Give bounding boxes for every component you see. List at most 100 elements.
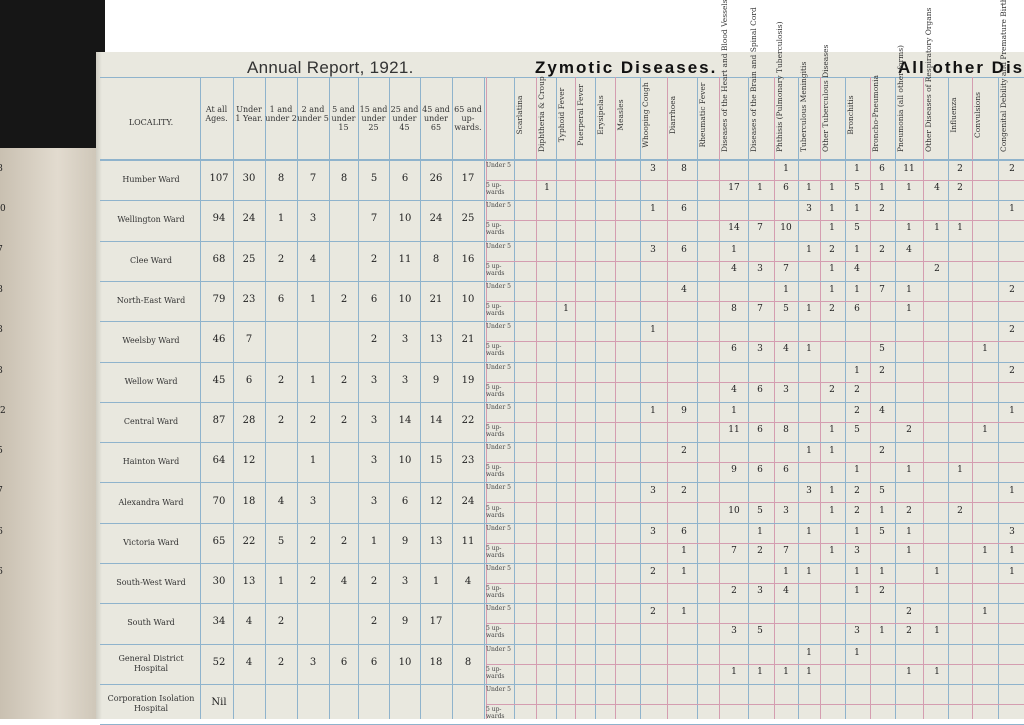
disease-count: 1 <box>906 465 912 476</box>
disease-count: 1 <box>829 505 835 516</box>
disease-count: 1 <box>906 545 912 556</box>
five-upwards-label: 5 up-wards <box>486 343 505 358</box>
disease-count: 1 <box>906 304 912 315</box>
zymotic-heading: Zymotic Diseases. <box>535 58 718 77</box>
five-upwards-label: 5 up-wards <box>486 182 505 197</box>
disease-count: 6 <box>0 567 3 577</box>
age-count: 23 <box>461 455 475 467</box>
locality-label: Humber Ward <box>122 175 180 185</box>
disease-count: 1 <box>854 586 860 597</box>
other-diseases-heading: All other Dis <box>898 58 1024 77</box>
disease-header: Diphtheria & Croup <box>537 76 546 152</box>
age-count: 14 <box>398 414 412 426</box>
age-count: 5 <box>277 535 285 547</box>
disease-count: 2 <box>681 486 687 497</box>
locality-label: South Ward <box>127 618 175 628</box>
disease-count: 4 <box>879 405 885 416</box>
disease-count: 4 <box>783 586 789 597</box>
age-count: 12 <box>242 455 256 467</box>
age-count: 2 <box>340 294 348 306</box>
age-count: 2 <box>370 253 378 265</box>
age-count: 9 <box>401 535 409 547</box>
disease-count: 6 <box>854 304 860 315</box>
disease-count: 1 <box>806 647 812 658</box>
disease-count: 5 <box>854 223 860 234</box>
five-upwards-label: 5 up-wards <box>486 222 505 237</box>
locality-label: Weelsby Ward <box>122 336 180 346</box>
age-count: 3 <box>370 495 378 507</box>
age-count: 4 <box>464 576 472 588</box>
age-count: 1 <box>309 374 317 386</box>
disease-count: 2 <box>829 304 835 315</box>
locality-label: Clee Ward <box>130 255 172 265</box>
age-count: 2 <box>370 616 378 628</box>
disease-count: 1 <box>1009 567 1015 577</box>
disease-count: 1 <box>681 545 687 556</box>
age-count: 17 <box>429 616 443 628</box>
report-title: Annual Report, 1921. <box>247 58 414 77</box>
disease-count: 1 <box>854 567 860 577</box>
age-header: 1 and under 2 <box>265 105 297 123</box>
age-count: 17 <box>461 173 475 185</box>
disease-count: 2 <box>934 263 940 274</box>
disease-count: 8 <box>731 304 737 315</box>
age-count: 30 <box>212 576 226 588</box>
disease-count: 1 <box>957 465 963 476</box>
disease-count: 3 <box>757 586 763 597</box>
under-five-label: Under 5 <box>486 162 511 169</box>
disease-count: 1 <box>681 607 687 618</box>
disease-count: 2 <box>879 446 885 457</box>
age-count: 2 <box>340 414 348 426</box>
locality-label: Alexandra Ward <box>118 497 184 507</box>
disease-count: 7 <box>879 284 885 295</box>
disease-count: 1 <box>783 666 789 677</box>
disease-count: 1 <box>650 325 656 336</box>
age-count: 4 <box>340 576 348 588</box>
age-count: 24 <box>242 213 256 225</box>
disease-header: Diseases of the Heart and Blood Vessels <box>720 0 729 152</box>
locality-label: Wellington Ward <box>117 215 185 225</box>
disease-count: 1 <box>829 183 835 194</box>
page-fold-shadow <box>96 52 102 719</box>
disease-header: Congenital Debility and Premature Birth <box>999 0 1008 152</box>
disease-header: Erysipelas <box>596 95 605 135</box>
disease-count: 1 <box>829 263 835 274</box>
disease-header: Convulsions <box>973 92 982 138</box>
under-five-label: Under 5 <box>486 202 511 210</box>
five-upwards-label: 5 up-wards <box>486 625 505 640</box>
disease-count: 2 <box>650 607 656 618</box>
disease-header: Puerperal Fever <box>576 84 585 146</box>
disease-count: 2 <box>906 626 912 637</box>
disease-count: 4 <box>681 284 687 295</box>
five-upwards-label: 5 up-wards <box>486 303 505 318</box>
disease-count: 1 <box>906 223 912 234</box>
disease-count: 2 <box>854 486 860 497</box>
under-five-label: Under 5 <box>486 645 511 653</box>
age-count: 34 <box>212 616 226 628</box>
age-count: 3 <box>309 656 317 668</box>
disease-count: 1 <box>681 567 687 577</box>
age-count: 2 <box>277 253 285 265</box>
age-count: 2 <box>277 374 285 386</box>
disease-count: 1 <box>829 424 835 435</box>
disease-count: 1 <box>982 424 988 435</box>
disease-count: 1 <box>829 545 835 556</box>
disease-count: 6 <box>757 424 763 435</box>
disease-count: 8 <box>0 164 3 174</box>
age-count: 68 <box>212 253 226 265</box>
disease-count: 1 <box>829 446 835 457</box>
age-count: 2 <box>309 414 317 426</box>
age-count: 64 <box>212 455 226 467</box>
disease-count: 5 <box>879 526 885 537</box>
disease-count: 3 <box>650 526 656 537</box>
age-count: 10 <box>398 294 412 306</box>
age-header: 15 and under 25 <box>359 105 388 132</box>
previous-page-edge <box>0 148 96 719</box>
locality-label: Hainton Ward <box>122 457 180 467</box>
disease-count: 6 <box>681 204 687 215</box>
disease-count: 2 <box>957 505 963 516</box>
age-count: 4 <box>245 616 253 628</box>
disease-header: Influenza <box>949 97 958 133</box>
disease-count: 7 <box>783 545 789 556</box>
disease-count: 10 <box>780 223 792 234</box>
